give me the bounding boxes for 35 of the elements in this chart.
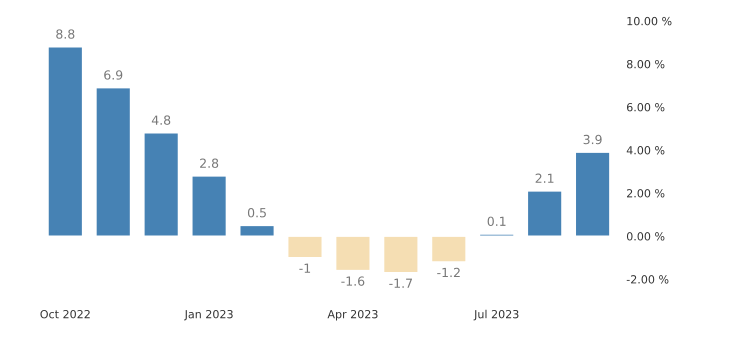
- data-label: 8.8: [56, 29, 74, 39]
- data-label: 6.9: [104, 70, 122, 80]
- data-label: 0.5: [248, 208, 266, 218]
- bar: [430, 235, 467, 263]
- data-label: -1.2: [437, 268, 460, 278]
- bar: [239, 224, 275, 237]
- bar: [143, 132, 180, 237]
- bar: [382, 235, 419, 274]
- y-tick-label: 8.00 %: [626, 60, 664, 68]
- data-label: -1.6: [341, 276, 364, 286]
- bar: [574, 152, 611, 237]
- y-tick-label: -2.00 %: [626, 275, 668, 284]
- bar: [526, 190, 563, 237]
- x-tick-label: Apr 2023: [327, 310, 378, 321]
- x-tick-label: Oct 2022: [40, 310, 90, 318]
- bar: [287, 235, 323, 258]
- y-tick-label: 2.00 %: [627, 189, 664, 198]
- data-label: -1.7: [389, 278, 412, 288]
- bar: [95, 86, 132, 237]
- data-label: 3.9: [584, 134, 602, 144]
- bar: [191, 175, 228, 237]
- data-label: 0.1: [488, 216, 506, 226]
- data-label: 2.8: [200, 158, 218, 168]
- data-label: 4.8: [152, 115, 170, 125]
- data-label: 2.1: [536, 174, 554, 183]
- bar: [334, 235, 371, 272]
- y-tick-label: 6.00 %: [626, 103, 664, 112]
- y-tick-label: 4.00 %: [626, 146, 664, 154]
- y-tick-label: 10.00 %: [627, 16, 672, 26]
- x-tick-label: Jan 2023: [184, 310, 233, 320]
- x-tick-label: Jul 2023: [474, 310, 518, 320]
- data-label: -1: [299, 264, 310, 273]
- bar: [478, 233, 515, 237]
- bar: [47, 46, 84, 237]
- y-tick-label: 0.00 %: [626, 232, 664, 241]
